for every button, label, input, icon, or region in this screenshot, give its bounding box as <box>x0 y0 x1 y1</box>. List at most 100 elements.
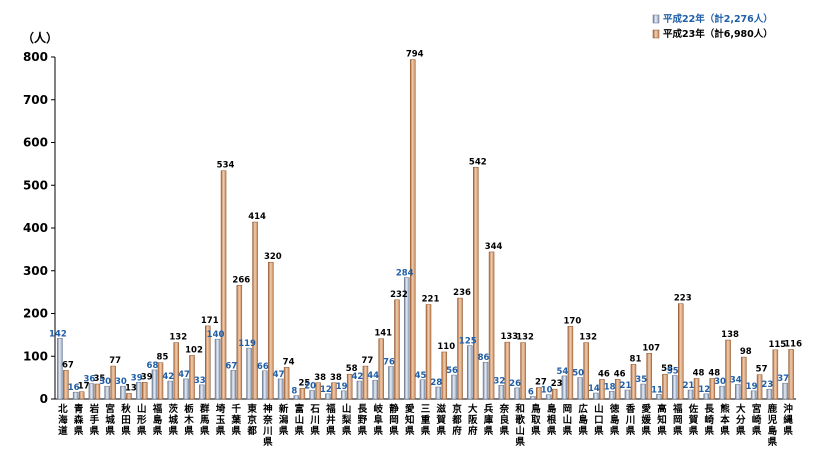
bar-h23 <box>394 299 400 400</box>
bar-h23 <box>772 349 779 400</box>
category-label: 島根県 <box>547 403 557 437</box>
data-label-h23: 170 <box>564 316 582 326</box>
data-label-h22: 20 <box>304 381 316 391</box>
bar-h22 <box>277 378 284 400</box>
bar-h23 <box>520 342 526 400</box>
bar-h22 <box>435 386 442 400</box>
data-label-h23: 221 <box>422 295 440 305</box>
category-label: 和歌山県 <box>514 403 525 448</box>
data-label-h23: 116 <box>784 339 802 349</box>
data-label-h22: 140 <box>207 330 225 340</box>
bar-h22 <box>120 385 126 400</box>
data-label-h23: 794 <box>406 50 424 60</box>
data-label-h23: 232 <box>390 290 408 300</box>
data-label-h23: 85 <box>157 353 169 363</box>
data-label-h23: 77 <box>362 356 374 366</box>
y-tick-label: 200 <box>23 307 48 321</box>
category-label: 山口県 <box>594 403 604 437</box>
data-label-h23: 534 <box>217 161 235 171</box>
data-label-h22: 142 <box>49 329 67 339</box>
data-label-h22: 19 <box>746 382 758 392</box>
category-label: 青森県 <box>74 403 84 437</box>
data-label-h23: 58 <box>661 364 673 374</box>
data-label-h22: 6 <box>528 387 534 397</box>
data-label-h23: 38 <box>330 373 342 383</box>
category-label: 石川県 <box>309 404 320 437</box>
bar-h22 <box>340 390 347 400</box>
bar-h22 <box>372 379 378 400</box>
bar-h23 <box>189 355 195 400</box>
bar-h22 <box>104 385 110 400</box>
data-label-h23: 223 <box>674 294 692 304</box>
bar-h23 <box>126 393 132 400</box>
bar-h22 <box>88 383 95 400</box>
bar-h23 <box>157 362 164 400</box>
category-label: 沖縄県 <box>783 403 793 437</box>
bar-h22 <box>135 382 142 400</box>
bar-h22 <box>687 389 694 400</box>
bar-h23 <box>94 383 101 400</box>
category-label: 佐賀県 <box>688 403 699 437</box>
category-label: 長野県 <box>358 404 368 437</box>
data-label-h23: 23 <box>551 379 563 389</box>
data-label-h23: 138 <box>721 330 739 340</box>
bar-h22 <box>672 375 678 400</box>
bar-h22 <box>750 390 757 400</box>
data-label-h22: 16 <box>68 383 80 393</box>
category-label: 三重県 <box>421 404 431 437</box>
bar-h22 <box>467 345 473 400</box>
bar-h22 <box>640 383 646 400</box>
data-label-h23: 35 <box>93 374 105 384</box>
bar-h22 <box>624 389 631 400</box>
category-label: 茨城県 <box>168 403 178 437</box>
bar-h22 <box>766 388 773 400</box>
bar-h23 <box>220 170 227 400</box>
bar-h22 <box>735 384 741 400</box>
bar-h22 <box>230 370 237 400</box>
bar-h22 <box>403 277 410 400</box>
data-label-h22: 37 <box>777 374 789 384</box>
category-label: 北海道 <box>58 403 68 437</box>
data-label-h22: 10 <box>541 386 553 396</box>
data-labels: 1426716173635307730133939688542132471023… <box>49 50 802 398</box>
category-label: 岐阜県 <box>373 403 383 437</box>
category-label: 滋賀県 <box>436 403 447 437</box>
bar-h22 <box>214 338 221 400</box>
data-label-h22: 125 <box>459 337 477 347</box>
data-label-h22: 12 <box>698 385 710 395</box>
data-label-h22: 21 <box>620 381 632 391</box>
bar-h23 <box>709 378 716 400</box>
bar-h23 <box>646 353 652 400</box>
data-label-h22: 76 <box>383 358 395 368</box>
category-label: 富山県 <box>295 403 305 437</box>
legend-swatch-h23 <box>652 29 660 39</box>
category-label: 長崎県 <box>705 404 715 437</box>
data-label-h23: 133 <box>500 332 518 342</box>
bar-h23 <box>205 325 211 400</box>
data-label-h22: 34 <box>730 375 742 385</box>
bar-h23 <box>457 297 463 400</box>
data-label-h22: 30 <box>714 377 726 387</box>
y-tick-label: 500 <box>23 178 48 192</box>
bar-h22 <box>356 380 363 400</box>
data-label-h22: 36 <box>83 375 95 385</box>
bar-h22 <box>514 387 520 400</box>
bar-h23 <box>725 339 731 400</box>
bar-h23 <box>252 221 258 400</box>
data-label-h22: 284 <box>396 269 414 279</box>
bar-h23 <box>362 365 369 400</box>
bar-h23 <box>662 373 668 400</box>
bar-h22 <box>167 380 173 400</box>
data-label-h22: 119 <box>238 339 256 349</box>
legend: 平成22年（計2,276人） 平成23年（計6,980人） <box>652 13 773 40</box>
category-label: 兵庫県 <box>484 403 494 437</box>
category-label: 福井県 <box>325 403 336 437</box>
data-label-h23: 320 <box>264 252 282 262</box>
data-label-h23: 57 <box>756 365 768 375</box>
data-label-h22: 44 <box>367 371 379 381</box>
bar-h23 <box>630 364 637 400</box>
bar-h22 <box>325 393 331 400</box>
y-tick-label: 800 <box>23 50 48 64</box>
bars <box>57 59 794 400</box>
category-label: 熊本県 <box>720 403 730 437</box>
